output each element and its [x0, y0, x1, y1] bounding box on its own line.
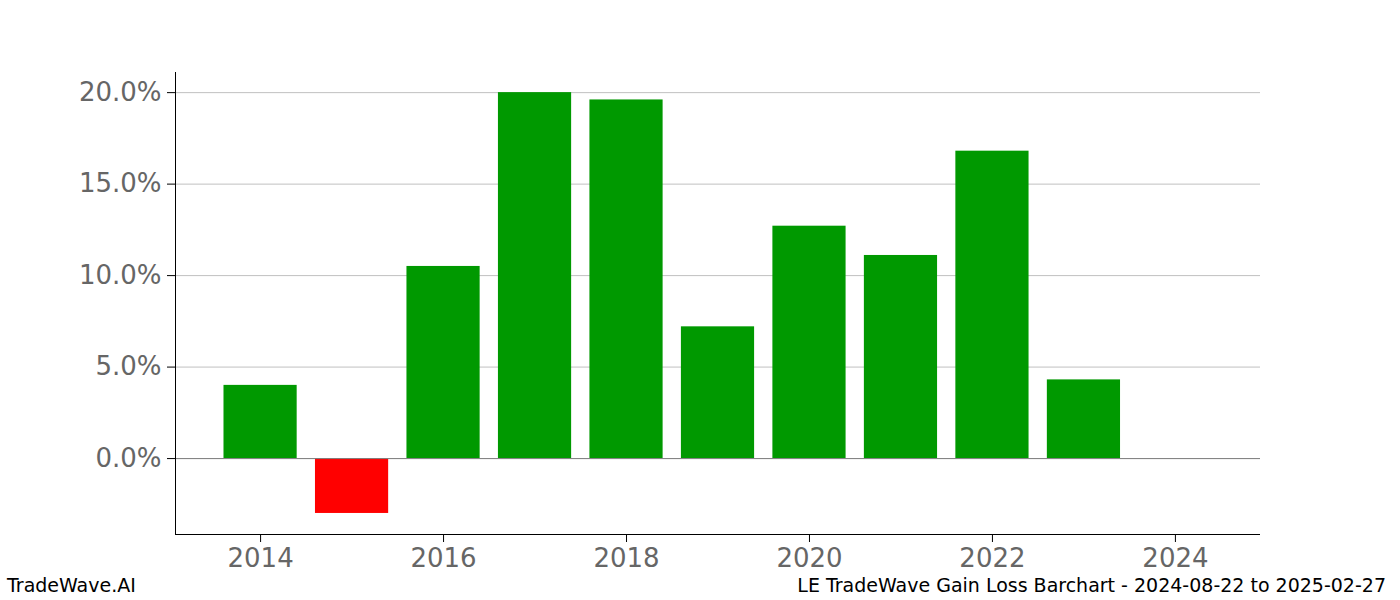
- svg-text:0.0%: 0.0%: [95, 443, 161, 473]
- svg-text:2022: 2022: [959, 543, 1025, 568]
- svg-text:2020: 2020: [776, 543, 842, 568]
- svg-text:15.0%: 15.0%: [79, 168, 162, 198]
- svg-text:2016: 2016: [410, 543, 476, 568]
- svg-text:2018: 2018: [593, 543, 659, 568]
- svg-text:10.0%: 10.0%: [79, 260, 162, 290]
- html-text:LE TradeWave Gain Loss Barchar: LE TradeWave Gain Loss Barchart - 2024-0…: [797, 574, 1386, 596]
- svg-text:5.0%: 5.0%: [95, 351, 161, 381]
- svg-text:20.0%: 20.0%: [79, 77, 162, 107]
- html-text:TradeWave.AI: TradeWave.AI: [7, 574, 136, 596]
- svg-text:2014: 2014: [227, 543, 293, 568]
- svg-text:2024: 2024: [1142, 543, 1208, 568]
